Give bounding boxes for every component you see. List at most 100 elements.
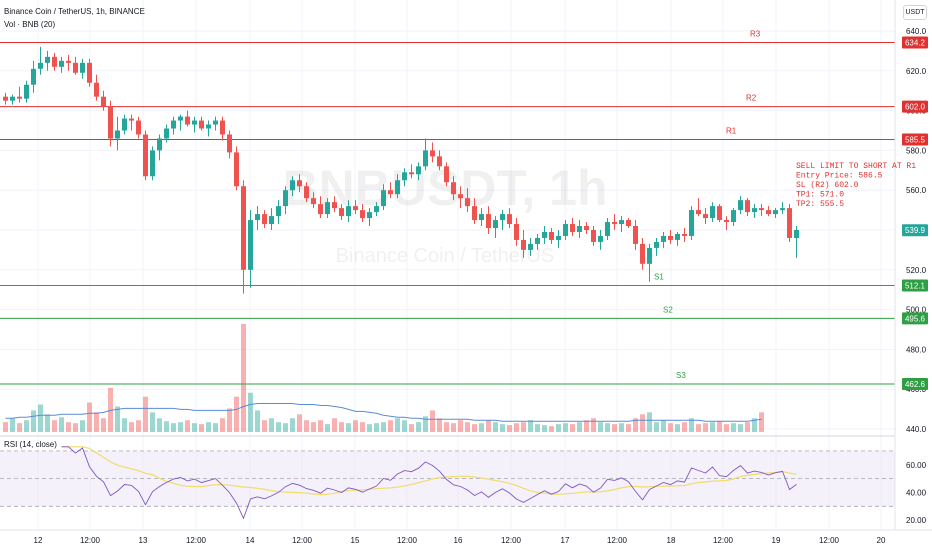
candle-body: [108, 106, 113, 139]
volume-bar: [178, 422, 183, 432]
candle-body: [507, 214, 512, 225]
candle: [430, 142, 435, 163]
candle: [297, 174, 302, 193]
volume-bar: [458, 420, 463, 432]
candle-body: [311, 198, 316, 205]
candle: [269, 208, 274, 230]
candle-body: [626, 220, 631, 227]
candle-body: [87, 62, 92, 83]
candle: [486, 206, 491, 234]
volume-bar: [731, 423, 736, 432]
candle-body: [794, 230, 799, 238]
candle-body: [416, 166, 421, 175]
candle: [528, 237, 533, 256]
candle-body: [696, 210, 701, 215]
volume-bar: [591, 418, 596, 432]
volume-bar: [437, 418, 442, 432]
volume-bar: [409, 424, 414, 432]
volume-bar: [423, 416, 428, 432]
candle-body: [675, 233, 680, 240]
candle: [612, 214, 617, 230]
candle-body: [276, 206, 281, 217]
volume-bar: [290, 418, 295, 432]
volume-bar: [696, 424, 701, 432]
candle: [283, 186, 288, 215]
candle: [584, 222, 589, 234]
candle-body: [710, 206, 715, 219]
candle: [563, 220, 568, 240]
candle-body: [633, 226, 638, 244]
candle: [437, 150, 442, 171]
volume-bar: [577, 422, 582, 432]
volume-bar: [199, 424, 204, 432]
volume-bar: [38, 404, 43, 432]
candle-body: [409, 172, 414, 175]
price-tag-text: 585.5: [905, 135, 926, 144]
candle-body: [3, 96, 8, 101]
volume-bar: [584, 420, 589, 432]
volume-bar: [598, 422, 603, 432]
legend-rsi: RSI (14, close): [4, 440, 57, 449]
candle-body: [612, 222, 617, 225]
volume-bar: [122, 418, 127, 432]
volume-bar: [24, 420, 29, 432]
volume-bar: [647, 412, 652, 432]
candle-body: [458, 194, 463, 199]
candle: [444, 162, 449, 187]
candle: [311, 192, 316, 209]
candle-body: [388, 190, 393, 195]
candle: [31, 60, 36, 93]
candle-body: [381, 190, 386, 207]
trade-note-line: TP2: 555.5: [796, 200, 844, 209]
volume-bar: [402, 420, 407, 432]
rsi-tick: 60.00: [906, 461, 927, 470]
candle: [689, 206, 694, 240]
time-tick: 12:00: [292, 536, 313, 545]
candle: [185, 110, 190, 127]
volume-bar: [129, 422, 134, 432]
level-label-r1: R1: [726, 126, 737, 135]
candle-body: [773, 210, 778, 215]
candle-body: [115, 130, 120, 139]
candle: [94, 74, 99, 101]
price-tags: 634.2 602.0 585.5 512.1 495.6 462.6 539.9: [902, 36, 928, 391]
candle: [129, 114, 134, 131]
volume-bar: [115, 406, 120, 432]
candle-body: [619, 220, 624, 225]
candle-body: [591, 230, 596, 242]
watermark-name: Binance Coin / TetherUS: [336, 245, 555, 267]
volume-bar: [661, 420, 666, 432]
volume-ma-line: [5, 403, 762, 422]
candle: [332, 196, 337, 213]
candle-body: [444, 166, 449, 183]
candle-body: [689, 210, 694, 236]
volume-bar: [360, 422, 365, 432]
candle-body: [136, 120, 141, 135]
time-tick: 12:00: [501, 536, 522, 545]
candle-body: [10, 96, 15, 101]
candle: [38, 46, 43, 75]
candle: [290, 176, 295, 197]
volume-bar: [486, 420, 491, 432]
candle: [521, 230, 526, 258]
candle: [199, 116, 204, 131]
candle-body: [262, 214, 267, 225]
volume-bar: [80, 420, 85, 432]
volume-bar: [682, 422, 687, 432]
volume-bar: [556, 424, 561, 432]
candle: [227, 130, 232, 159]
legend-title: Binance Coin / TetherUS, 1h, BINANCE: [4, 7, 145, 16]
time-tick: 12:00: [819, 536, 840, 545]
rsi-band: [0, 450, 895, 507]
candle: [465, 188, 470, 213]
volume-bar: [493, 422, 498, 432]
candle-body: [171, 120, 176, 129]
currency-button[interactable]: USDT: [903, 5, 927, 20]
price-tag-text: 634.2: [905, 39, 926, 48]
volume-bar: [514, 423, 519, 432]
volume-bar: [283, 423, 288, 432]
candle: [787, 204, 792, 242]
candle-body: [150, 150, 155, 177]
